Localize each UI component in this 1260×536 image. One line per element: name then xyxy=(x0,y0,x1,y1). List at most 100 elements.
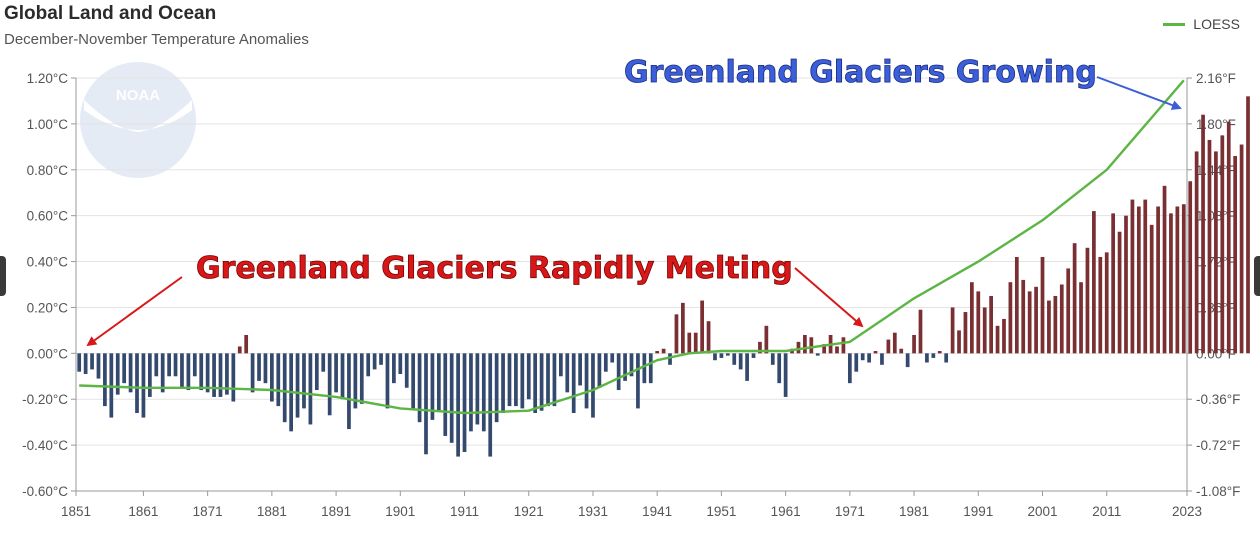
left-nav-handle[interactable] xyxy=(0,256,6,296)
bar-1877 xyxy=(244,334,249,354)
x-tick-label: 1911 xyxy=(450,504,479,519)
bar-2012 xyxy=(1111,213,1116,354)
y-tick-label-celsius: 0.20°C xyxy=(27,300,69,315)
bar-1892 xyxy=(340,353,345,400)
bar-1857 xyxy=(115,353,120,395)
bar-2020 xyxy=(1162,185,1167,354)
bar-1970 xyxy=(841,337,846,354)
bar-1862 xyxy=(147,353,152,397)
bar-1974 xyxy=(867,353,871,363)
bar-1973 xyxy=(860,353,865,361)
bar-1888 xyxy=(314,353,319,391)
y-tick-label-celsius: 0.60°C xyxy=(27,209,69,224)
bar-1910 xyxy=(456,353,460,457)
bar-1935 xyxy=(616,353,621,391)
bar-1979 xyxy=(899,348,904,354)
bar-2032 xyxy=(1239,144,1244,354)
x-tick-label: 1971 xyxy=(835,504,865,519)
bar-1932 xyxy=(597,353,602,388)
bar-1996 xyxy=(1008,282,1013,354)
bar-1873 xyxy=(218,353,223,397)
bar-1906 xyxy=(430,353,435,420)
x-tick-label: 2001 xyxy=(1027,504,1057,519)
bar-1963 xyxy=(796,341,801,354)
bar-1945 xyxy=(681,302,685,354)
bar-1855 xyxy=(103,353,107,407)
y-tick-label-celsius: 0.00°C xyxy=(27,346,69,361)
bar-1978 xyxy=(892,332,897,354)
bar-2022 xyxy=(1175,206,1180,354)
bar-1950 xyxy=(713,353,717,361)
bar-2014 xyxy=(1124,215,1128,354)
bar-1915 xyxy=(488,353,493,457)
bar-1964 xyxy=(803,334,807,354)
bar-1898 xyxy=(379,353,383,365)
bar-1851 xyxy=(77,353,82,372)
bar-1901 xyxy=(398,353,403,374)
bar-1966 xyxy=(815,353,820,356)
bar-1912 xyxy=(469,353,473,432)
bar-1983 xyxy=(925,353,929,363)
x-tick-label: 1961 xyxy=(771,504,801,519)
bar-1918 xyxy=(507,353,512,407)
bar-1930 xyxy=(584,353,589,409)
x-tick-label: 2023 xyxy=(1172,504,1202,519)
bar-1929 xyxy=(578,353,582,386)
bar-1867 xyxy=(180,353,184,388)
bar-1982 xyxy=(918,309,923,354)
bar-1955 xyxy=(745,353,749,381)
chart-legend[interactable]: LOESS xyxy=(1163,16,1240,32)
bar-1972 xyxy=(854,353,859,372)
bar-2002 xyxy=(1047,300,1051,354)
bar-1852 xyxy=(83,353,88,374)
bar-1985 xyxy=(937,351,942,354)
bar-2025 xyxy=(1194,151,1199,354)
bar-2003 xyxy=(1053,295,1058,354)
bar-1976 xyxy=(880,353,884,365)
arrow-to-1970s xyxy=(794,267,864,328)
bar-2017 xyxy=(1143,199,1148,354)
bar-1989 xyxy=(963,312,968,354)
bar-1927 xyxy=(565,353,570,393)
arrow-to-2023 xyxy=(1096,76,1182,110)
x-tick-label: 1941 xyxy=(642,504,672,519)
bar-1863 xyxy=(154,353,159,377)
right-nav-handle[interactable] xyxy=(1254,256,1260,296)
bar-1889 xyxy=(321,353,326,372)
loess-legend-swatch xyxy=(1163,22,1186,26)
bar-1986 xyxy=(944,353,949,363)
bar-2005 xyxy=(1066,268,1071,354)
y-tick-label-celsius: -0.40°C xyxy=(22,438,68,453)
bar-2008 xyxy=(1085,247,1090,354)
bar-1981 xyxy=(912,334,916,354)
bar-1907 xyxy=(436,353,441,411)
bar-1900 xyxy=(392,353,396,384)
bar-2016 xyxy=(1136,206,1141,354)
loess-line xyxy=(79,79,1185,415)
x-tick-label: 1931 xyxy=(578,504,608,519)
y-tick-label-celsius: -0.20°C xyxy=(22,392,68,407)
bar-2018 xyxy=(1149,224,1154,354)
bar-1872 xyxy=(212,353,216,397)
bar-1874 xyxy=(225,353,229,395)
x-tick-label: 1851 xyxy=(61,504,91,519)
bar-1879 xyxy=(257,353,261,381)
bar-1969 xyxy=(835,346,839,354)
bar-1958 xyxy=(764,325,769,354)
bar-1940 xyxy=(648,353,653,384)
bar-1992 xyxy=(982,307,987,354)
bar-1860 xyxy=(135,353,139,413)
x-tick-label: 1981 xyxy=(899,504,929,519)
bar-1990 xyxy=(970,282,974,354)
chart-title: Global Land and Ocean xyxy=(4,3,217,24)
y-tick-label-celsius: 0.80°C xyxy=(27,163,69,178)
x-tick-label: 1861 xyxy=(128,504,158,519)
bar-1960 xyxy=(777,353,782,384)
x-tick-label: 1951 xyxy=(706,504,736,519)
bar-1876 xyxy=(237,346,242,354)
bar-2015 xyxy=(1130,199,1135,354)
bar-1941 xyxy=(655,351,660,354)
bar-1953 xyxy=(732,353,737,365)
bar-1887 xyxy=(308,353,313,425)
bar-1936 xyxy=(623,353,627,381)
